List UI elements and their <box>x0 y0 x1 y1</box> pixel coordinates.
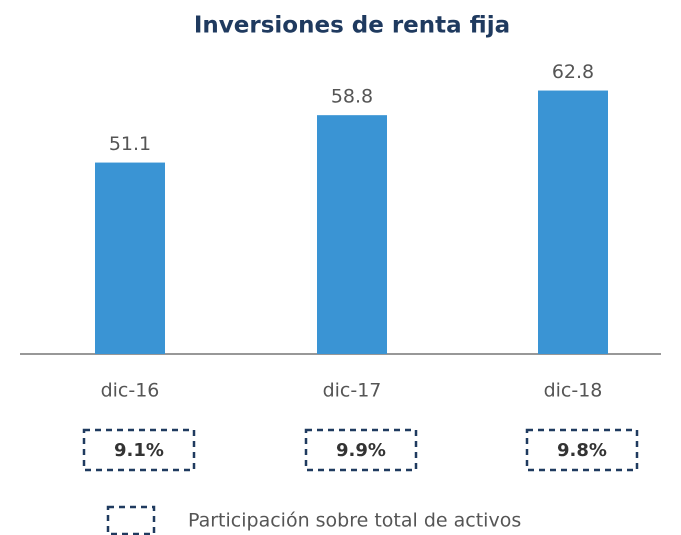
value-label: 51.1 <box>109 133 151 155</box>
participation-label: 9.1% <box>114 440 164 461</box>
value-label: 58.8 <box>331 86 373 108</box>
chart-title: Inversiones de renta fija <box>194 13 510 39</box>
legend-swatch <box>106 505 156 535</box>
participation-label: 9.9% <box>336 440 386 461</box>
x-tick-label: dic-18 <box>544 380 603 402</box>
x-tick-label: dic-16 <box>101 380 160 402</box>
participation-label: 9.8% <box>557 440 607 461</box>
value-label: 62.8 <box>552 61 594 83</box>
x-tick-label: dic-17 <box>323 380 382 402</box>
legend-label: Participación sobre total de activos <box>188 510 521 532</box>
bar <box>538 90 608 354</box>
bar <box>95 162 165 354</box>
bar <box>317 115 387 354</box>
participation-box <box>304 428 418 472</box>
participation-box <box>525 428 639 472</box>
participation-box <box>82 428 196 472</box>
